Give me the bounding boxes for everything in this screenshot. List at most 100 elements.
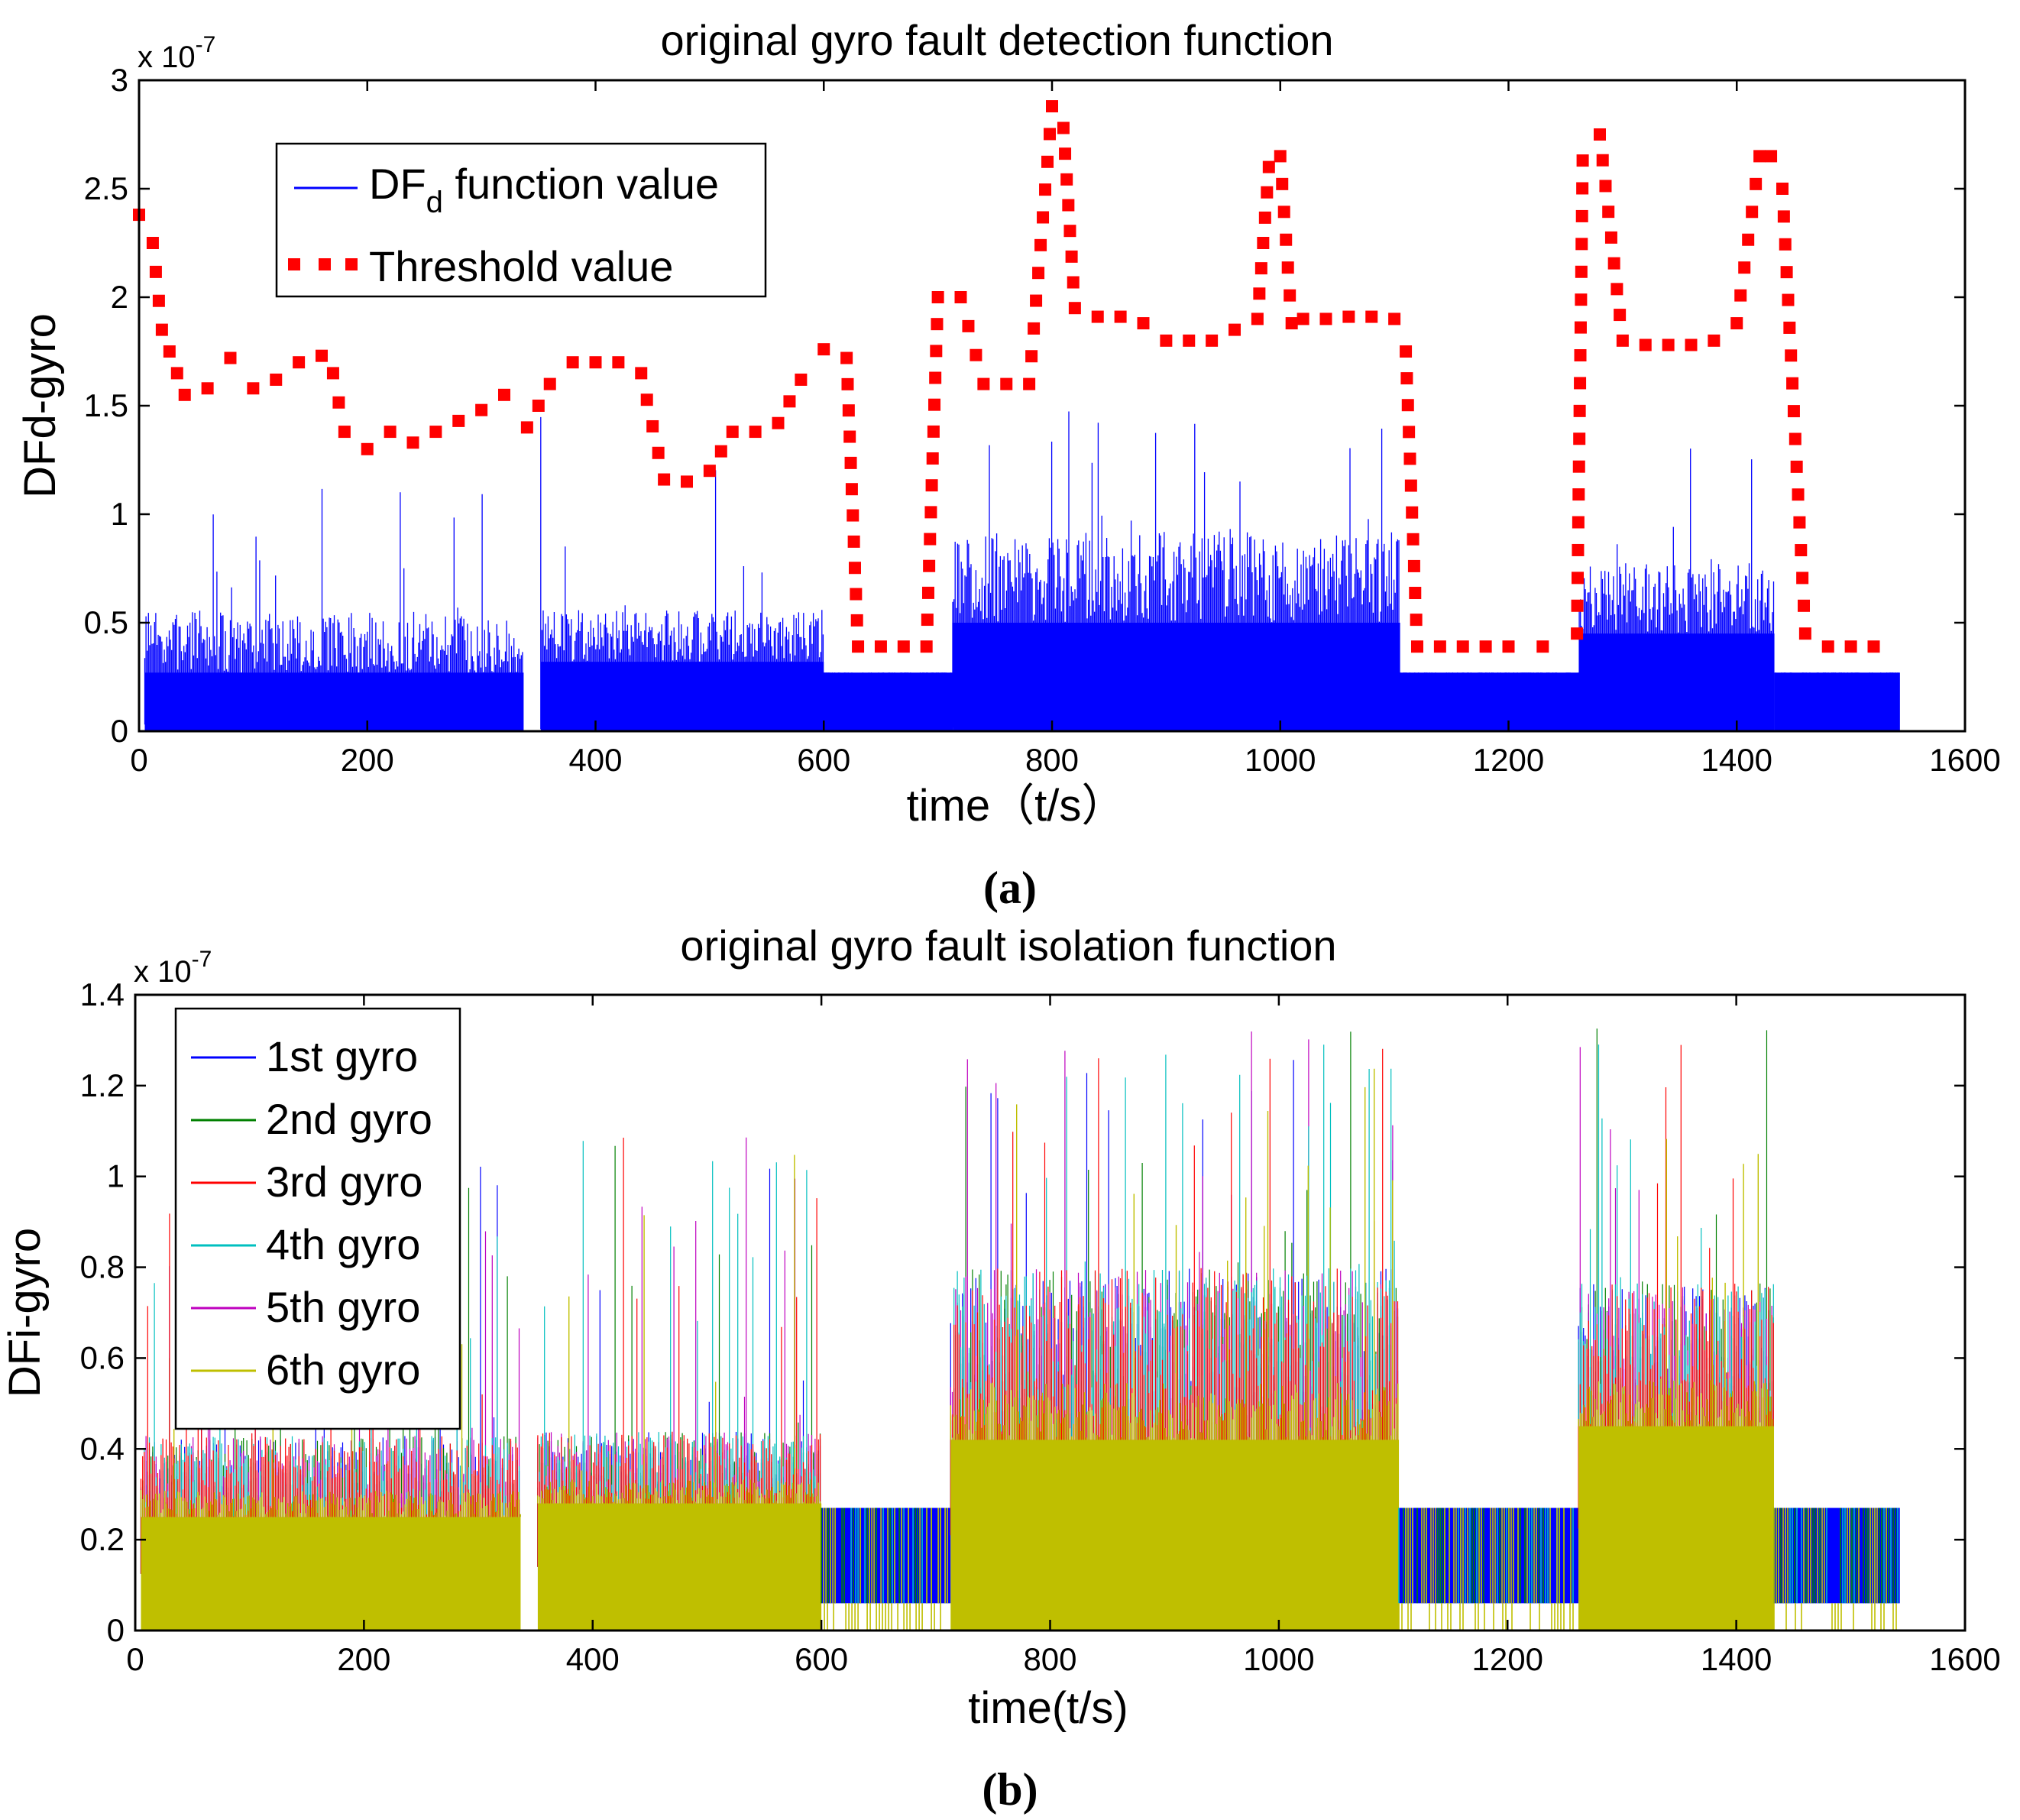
threshold-marker xyxy=(646,419,659,432)
threshold-marker xyxy=(1044,128,1057,141)
threshold-marker xyxy=(1599,180,1612,193)
threshold-marker xyxy=(652,446,665,459)
threshold-marker xyxy=(927,425,940,438)
threshold-series xyxy=(133,100,1880,653)
threshold-marker xyxy=(1575,209,1588,222)
threshold-marker xyxy=(658,473,671,486)
threshold-marker xyxy=(1404,479,1417,492)
panel-b-legend-items: 1st gyro 2nd gyro 3rd gyro 4th gyro 5th gyro… xyxy=(191,1032,432,1394)
y-tick-label: 3 xyxy=(111,62,128,98)
panel-a-ticks: 0 200 400 600 800 1000 1200 1400 1600 0 0.5 1 1.5 2 2.… xyxy=(84,62,2001,778)
threshold-marker xyxy=(1060,173,1073,186)
threshold-marker xyxy=(270,373,283,386)
threshold-marker xyxy=(1403,426,1416,439)
panel-b-title: original gyro fault isolation function xyxy=(680,921,1336,970)
y-tick-label: 1.2 xyxy=(80,1067,125,1103)
x-tick-label: 1200 xyxy=(1473,742,1544,778)
threshold-marker xyxy=(726,426,739,439)
threshold-marker xyxy=(1574,349,1587,362)
threshold-marker xyxy=(543,377,556,390)
threshold-marker xyxy=(1206,334,1219,347)
threshold-marker xyxy=(1067,276,1080,289)
threshold-marker xyxy=(1793,516,1806,529)
threshold-marker xyxy=(1137,317,1150,330)
threshold-marker xyxy=(970,348,982,361)
threshold-marker xyxy=(1433,640,1446,653)
gyro6-trace xyxy=(537,1155,821,1504)
threshold-marker xyxy=(1034,238,1047,251)
threshold-marker xyxy=(924,533,937,546)
x-tick-label: 200 xyxy=(341,742,394,778)
x-tick-label: 400 xyxy=(566,1641,620,1677)
threshold-marker xyxy=(923,559,936,572)
threshold-marker xyxy=(1257,237,1270,249)
threshold-marker xyxy=(1734,289,1747,302)
isolation-segment xyxy=(821,1507,951,1631)
threshold-marker xyxy=(152,294,165,307)
threshold-marker xyxy=(452,414,465,427)
threshold-marker xyxy=(1274,150,1287,163)
panel-a-plot-area xyxy=(133,100,1900,731)
threshold-marker xyxy=(1785,349,1798,362)
threshold-marker xyxy=(920,640,933,653)
legend-label: 1st gyro xyxy=(266,1032,418,1080)
threshold-marker xyxy=(954,291,967,303)
threshold-marker xyxy=(1576,182,1589,195)
threshold-marker xyxy=(1798,627,1811,640)
threshold-marker xyxy=(1782,293,1795,306)
df-trace-segment xyxy=(1399,672,1579,731)
threshold-marker xyxy=(475,403,488,416)
quiet-trace xyxy=(1773,1507,1887,1604)
y-tick-label: 1.5 xyxy=(84,387,128,423)
quiet-trace xyxy=(1405,1507,1572,1604)
threshold-marker xyxy=(1604,231,1617,244)
threshold-marker xyxy=(1028,322,1041,335)
threshold-marker xyxy=(1479,640,1492,653)
threshold-marker xyxy=(843,430,856,443)
y-tick-label: 1.4 xyxy=(80,976,125,1012)
y-tick-label: 2 xyxy=(111,279,128,315)
y-tick-label: 1 xyxy=(107,1158,125,1194)
threshold-marker xyxy=(1023,377,1036,390)
x-tick-label: 1600 xyxy=(1929,1641,2000,1677)
threshold-marker xyxy=(1776,183,1789,195)
threshold-marker xyxy=(714,445,727,458)
df-block xyxy=(1774,672,1900,731)
threshold-marker xyxy=(149,265,162,278)
threshold-marker xyxy=(897,640,910,653)
threshold-marker xyxy=(1575,265,1588,278)
y-tick-label: 0.6 xyxy=(80,1339,125,1375)
x-tick-label: 1000 xyxy=(1245,742,1316,778)
legend-swatch-threshold xyxy=(288,258,358,270)
x-tick-label: 0 xyxy=(130,742,147,778)
threshold-marker xyxy=(1742,233,1755,246)
threshold-marker xyxy=(640,393,653,406)
panel-b-label: (b) xyxy=(982,1764,1038,1815)
threshold-marker xyxy=(1401,399,1414,412)
x-tick-label: 1000 xyxy=(1243,1641,1314,1677)
threshold-marker xyxy=(1573,432,1586,445)
isolation-segment xyxy=(140,1150,521,1631)
threshold-marker xyxy=(1786,377,1799,390)
gyro6-trace xyxy=(1578,1138,1774,1427)
threshold-marker xyxy=(1753,150,1766,163)
x-tick-label: 400 xyxy=(568,742,622,778)
threshold-marker xyxy=(635,367,648,380)
isolation-segment xyxy=(1578,1028,1775,1631)
threshold-marker xyxy=(1261,186,1274,199)
threshold-marker xyxy=(921,586,934,599)
panel-a: original gyro fault detection function x… xyxy=(15,16,2001,913)
threshold-marker xyxy=(841,377,854,390)
threshold-marker xyxy=(1602,206,1615,219)
panel-b-xlabel: time(t/s) xyxy=(968,1683,1128,1733)
threshold-marker xyxy=(847,509,859,522)
threshold-marker xyxy=(1065,250,1078,263)
threshold-marker xyxy=(1030,294,1043,307)
quiet-band xyxy=(821,1507,951,1604)
threshold-marker xyxy=(1616,334,1629,347)
threshold-marker xyxy=(247,382,260,395)
threshold-marker xyxy=(429,426,442,439)
df-trace-segment xyxy=(823,672,952,731)
x-tick-label: 1200 xyxy=(1472,1641,1543,1677)
